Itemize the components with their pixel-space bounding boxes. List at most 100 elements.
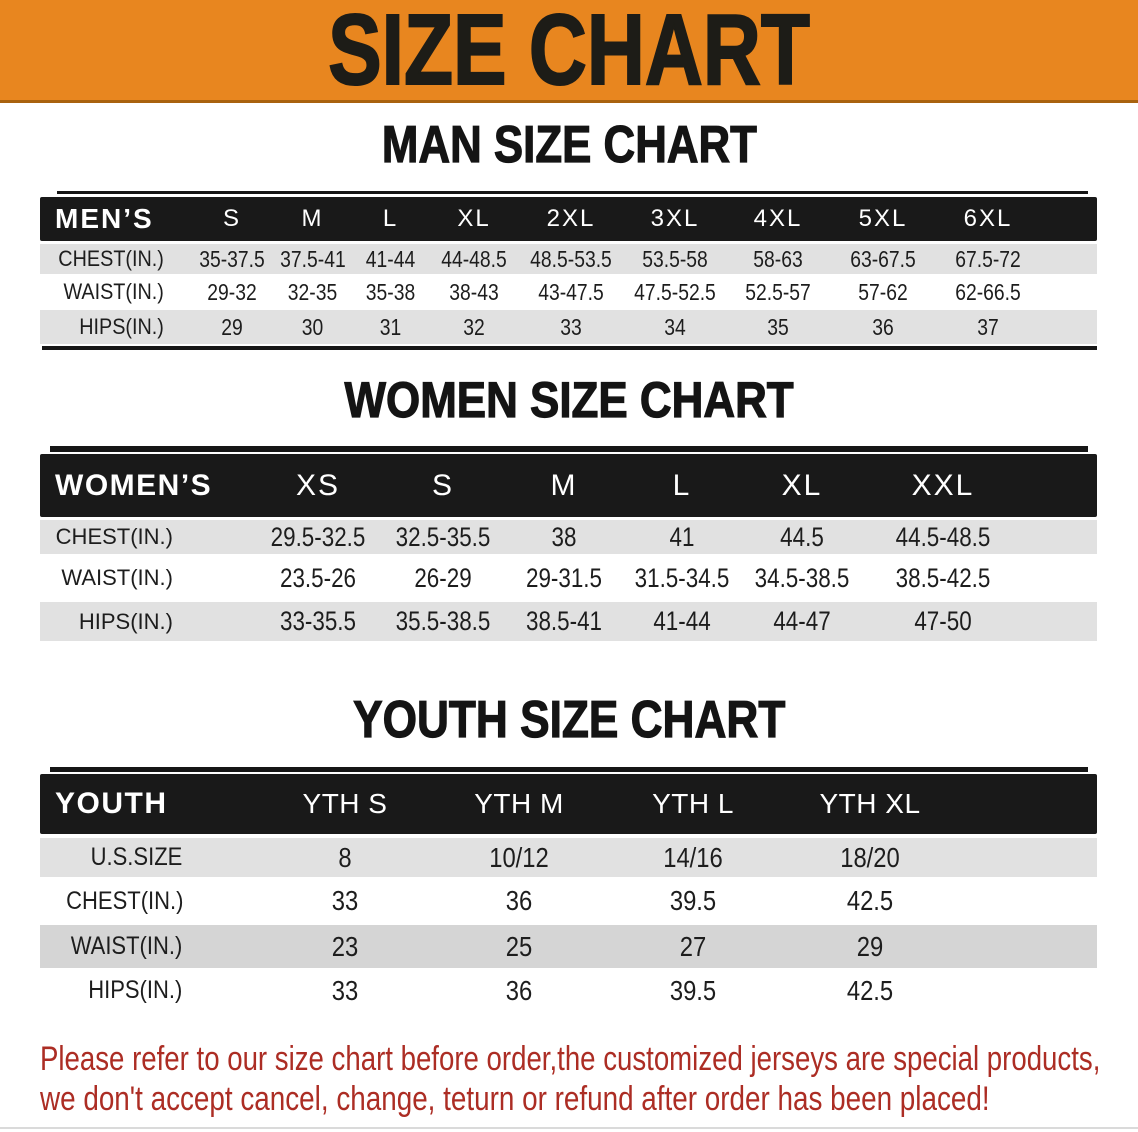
page-title: SIZE CHART xyxy=(327,0,810,106)
size-value: 36 xyxy=(505,974,533,1006)
size-value: 42.5 xyxy=(846,974,894,1006)
row-label: CHEST(IN.) xyxy=(58,246,164,271)
size-column-header: YTH L xyxy=(652,788,734,819)
size-value: 34.5-38.5 xyxy=(754,562,850,593)
size-value: 44.5 xyxy=(780,521,824,552)
section-heading-text: YOUTH SIZE CHART xyxy=(352,691,786,749)
size-value: 63-67.5 xyxy=(850,245,916,272)
size-value: 37.5-41 xyxy=(280,245,346,272)
table-group-label: MEN’S xyxy=(55,203,154,234)
size-value: 29 xyxy=(221,313,243,340)
size-table-header-row: WOMEN’S XS S M L XL XXL xyxy=(40,454,1097,517)
size-column-header: XS xyxy=(295,468,341,502)
size-value: 38 xyxy=(551,521,577,552)
size-value: 43-47.5 xyxy=(538,278,604,305)
row-label: U.S.SIZE xyxy=(90,843,183,871)
table-top-rule xyxy=(50,446,1088,452)
size-column-header: YTH M xyxy=(474,788,564,819)
table-row: WAIST(IN.) 23.5-26 26-29 29-31.5 31.5-34… xyxy=(40,554,1097,602)
size-value: 35.5-38.5 xyxy=(395,606,491,636)
size-value: 32 xyxy=(463,313,485,340)
size-column-header: 5XL xyxy=(858,205,908,232)
size-value: 44.5-48.5 xyxy=(895,521,991,552)
size-value: 57-62 xyxy=(858,278,908,305)
size-value: 34 xyxy=(664,313,686,340)
size-column-header: S xyxy=(222,205,241,232)
footnote-line-2: we don't accept cancel, change, teturn o… xyxy=(40,1082,1138,1116)
size-value: 41-44 xyxy=(365,245,416,272)
size-value: 23 xyxy=(331,930,359,962)
size-value: 48.5-53.5 xyxy=(530,245,612,272)
size-value: 37 xyxy=(977,313,999,340)
table-row: HIPS(IN.) 29 30 31 32 33 34 35 36 37 xyxy=(40,310,1097,344)
size-column-header: M xyxy=(301,205,324,232)
size-column-header: 3XL xyxy=(650,205,700,232)
size-column-header: YTH S xyxy=(302,788,388,819)
row-label: HIPS(IN.) xyxy=(79,314,164,339)
size-value: 35 xyxy=(767,313,789,340)
size-value: 38.5-41 xyxy=(525,606,602,636)
size-value: 39.5 xyxy=(669,974,717,1006)
table-row: WAIST(IN.) 23 25 27 29 xyxy=(40,925,1097,968)
size-value: 62-66.5 xyxy=(955,278,1021,305)
size-value: 30 xyxy=(301,313,324,340)
size-value: 36 xyxy=(872,313,894,340)
size-value: 32-35 xyxy=(287,278,338,305)
size-column-header: 2XL xyxy=(546,205,596,232)
size-value: 8 xyxy=(338,841,352,873)
table-row: CHEST(IN.) 35-37.5 37.5-41 41-44 44-48.5… xyxy=(40,244,1097,274)
size-value: 29-31.5 xyxy=(525,562,602,593)
size-column-header: 4XL xyxy=(753,205,803,232)
size-value: 35-37.5 xyxy=(199,245,265,272)
section-heading: WOMEN SIZE CHART xyxy=(0,371,1138,428)
size-value: 47-50 xyxy=(914,606,972,636)
size-value: 44-47 xyxy=(773,606,831,636)
size-value: 29 xyxy=(856,930,884,962)
row-label: CHEST(IN.) xyxy=(66,886,184,915)
size-value: 33 xyxy=(331,885,359,916)
size-column-header: 6XL xyxy=(963,205,1013,232)
section-heading: YOUTH SIZE CHART xyxy=(0,691,1138,749)
size-table-header-row: YOUTH YTH S YTH M YTH L YTH XL xyxy=(40,774,1097,834)
size-column-header: XXL xyxy=(911,468,975,502)
size-value: 38.5-42.5 xyxy=(895,562,991,593)
table-group-label: WOMEN’S xyxy=(55,468,213,502)
table-row: CHEST(IN.) 29.5-32.5 32.5-35.5 38 41 44.… xyxy=(40,520,1097,554)
size-value: 44-48.5 xyxy=(441,245,507,272)
table-row: HIPS(IN.) 33 36 39.5 42.5 xyxy=(40,968,1097,1013)
size-value: 27 xyxy=(679,930,707,962)
size-value: 58-63 xyxy=(753,245,803,272)
row-label: CHEST(IN.) xyxy=(55,524,173,549)
size-value: 33-35.5 xyxy=(279,606,356,636)
footnote-text: Please refer to our size chart before or… xyxy=(40,1040,1101,1078)
size-value: 38-43 xyxy=(449,278,499,305)
table-row: HIPS(IN.) 33-35.5 35.5-38.5 38.5-41 41-4… xyxy=(40,602,1097,641)
size-value: 31 xyxy=(379,313,402,340)
size-value: 18/20 xyxy=(840,841,900,873)
title-banner: SIZE CHART xyxy=(0,0,1138,103)
size-value: 36 xyxy=(505,885,533,916)
table-row: CHEST(IN.) 33 36 39.5 42.5 xyxy=(40,877,1097,925)
size-value: 52.5-57 xyxy=(745,278,811,305)
row-label: WAIST(IN.) xyxy=(61,565,173,590)
size-value: 35-38 xyxy=(365,278,416,305)
size-column-header: L xyxy=(382,205,399,232)
size-value: 39.5 xyxy=(669,885,717,916)
size-value: 26-29 xyxy=(414,562,472,593)
size-table-header-row: MEN’S S M L XL 2XL 3XL 4XL 5XL 6XL xyxy=(40,197,1097,241)
row-label: HIPS(IN.) xyxy=(88,976,183,1004)
table-row: WAIST(IN.) 29-32 32-35 35-38 38-43 43-47… xyxy=(40,274,1097,310)
row-label: WAIST(IN.) xyxy=(70,932,183,960)
size-value: 10/12 xyxy=(489,841,549,873)
section-heading-text: WOMEN SIZE CHART xyxy=(344,371,794,428)
section-heading-text: MAN SIZE CHART xyxy=(381,116,757,174)
size-value: 31.5-34.5 xyxy=(634,562,730,593)
table-group-label: YOUTH xyxy=(55,787,168,820)
size-value: 53.5-58 xyxy=(642,245,708,272)
table-row: U.S.SIZE 8 10/12 14/16 18/20 xyxy=(40,838,1097,877)
size-value: 25 xyxy=(505,930,533,962)
size-column-header: M xyxy=(550,468,578,502)
size-column-header: YTH XL xyxy=(819,788,921,819)
size-value: 29.5-32.5 xyxy=(270,521,366,552)
size-column-header: S xyxy=(431,468,454,502)
